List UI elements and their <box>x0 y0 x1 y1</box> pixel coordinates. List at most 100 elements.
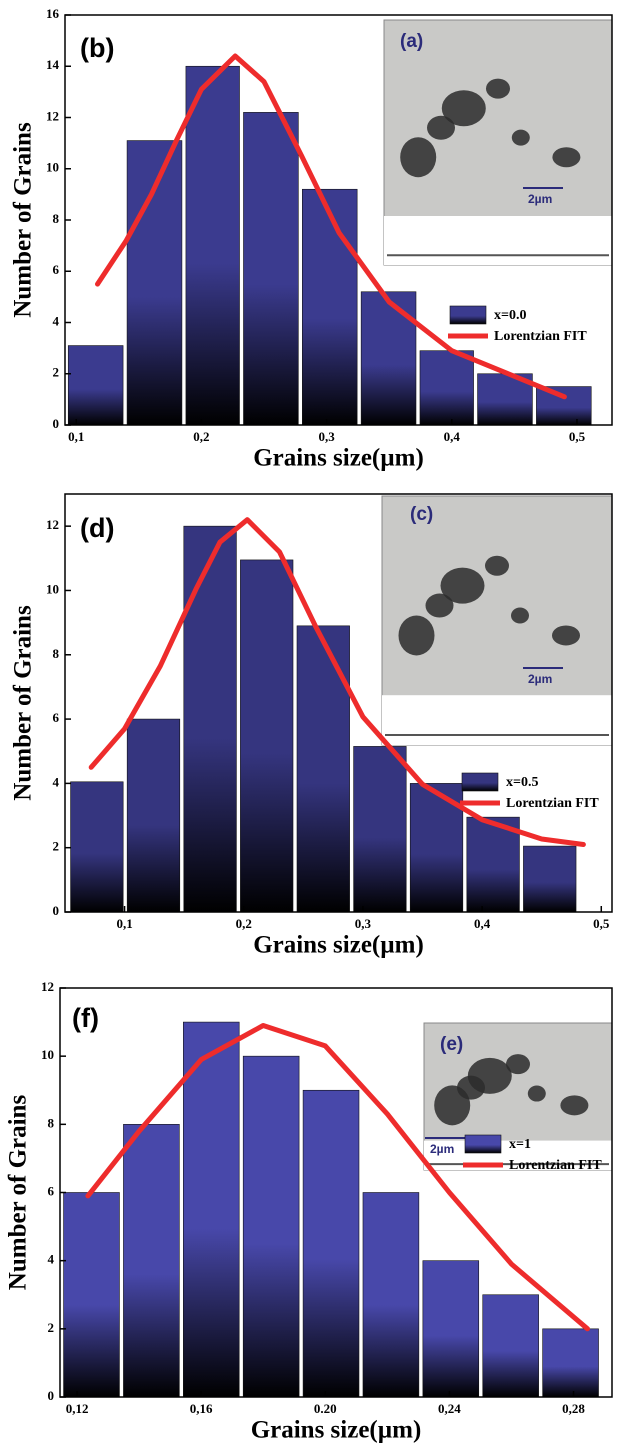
bar <box>63 1192 120 1398</box>
x-tick-label: 0,1 <box>116 916 132 931</box>
y-tick-label: 10 <box>41 1047 54 1062</box>
x-tick-label: 0,1 <box>68 429 84 444</box>
inset-particle <box>511 129 530 146</box>
panel: (a) 2µm 0 2 4 6 8 10 12 14 16 0,1 0,2 0,3 0,4 0,5 Grains… <box>10 6 613 472</box>
bar <box>242 1055 300 1398</box>
legend-label: x=1 <box>509 1137 531 1152</box>
y-tick-label: 16 <box>46 6 60 21</box>
legend-label: x=0.5 <box>506 775 538 790</box>
inset-particle <box>441 90 486 127</box>
y-tick-label: 8 <box>53 646 60 661</box>
x-tick-label: 0,2 <box>193 429 209 444</box>
x-tick-label: 0,16 <box>190 1401 213 1416</box>
x-tick-label: 0,3 <box>355 916 372 931</box>
panel-label: (b) <box>80 33 114 63</box>
x-tick-label: 0,3 <box>318 429 335 444</box>
y-tick-label: 10 <box>46 160 59 175</box>
y-tick-label: 2 <box>53 839 60 854</box>
x-tick-label: 0,4 <box>444 429 461 444</box>
legend-label: Lorentzian FIT <box>506 796 599 811</box>
fit-line <box>95 53 567 400</box>
y-tick-label: 12 <box>41 979 54 994</box>
scale-label: 2µm <box>528 192 552 206</box>
x-tick-label: 0,2 <box>236 916 252 931</box>
y-axis-label: Number of Grains <box>10 605 37 801</box>
fit-line <box>88 517 586 847</box>
x-axis-label: Grains size(µm) <box>251 1417 422 1444</box>
panel: (e) 2µm 0 2 4 6 8 10 12 0,12 0,16 0.20 0,24 0,28 Grain… <box>5 979 613 1444</box>
x-tick-label: 0,28 <box>562 1401 585 1416</box>
inset-particle <box>440 567 485 604</box>
inset-particle <box>560 1095 589 1116</box>
inset-particle <box>485 555 509 576</box>
inset-particle <box>506 1054 530 1075</box>
y-tick-label: 12 <box>46 108 59 123</box>
x-axis-label: Grains size(µm) <box>253 445 424 472</box>
bar <box>185 65 240 426</box>
bar <box>542 1328 599 1398</box>
inset-particle <box>425 593 454 618</box>
y-tick-label: 0 <box>48 1388 55 1403</box>
inset-particle <box>398 615 435 656</box>
bar <box>243 112 299 426</box>
x-tick-label: 0,24 <box>438 1401 461 1416</box>
y-tick-label: 10 <box>46 581 59 596</box>
legend-label: x=0.0 <box>494 308 526 323</box>
inset-particle <box>400 137 437 178</box>
panel: (c) 2µm 0 2 4 6 8 10 12 0,1 0,2 0,3 0,4 0,5 Grains siz… <box>10 493 613 959</box>
y-tick-label: 0 <box>53 416 60 431</box>
bar <box>126 718 181 913</box>
y-tick-label: 8 <box>53 211 60 226</box>
inset-label: (e) <box>440 1034 463 1055</box>
inset-footer <box>384 216 612 265</box>
bar <box>523 845 577 913</box>
bar <box>536 386 592 426</box>
y-tick-label: 2 <box>48 1320 55 1335</box>
y-tick-label: 4 <box>53 774 60 789</box>
y-tick-label: 8 <box>48 1115 55 1130</box>
fit-line <box>85 1023 590 1332</box>
bar <box>183 1021 240 1398</box>
bar <box>240 559 294 913</box>
bar <box>360 291 417 426</box>
bar <box>70 781 124 913</box>
inset-particle <box>486 78 510 99</box>
inset-particle <box>427 115 455 140</box>
legend-label: Lorentzian FIT <box>494 329 587 344</box>
plot-frame <box>64 493 613 913</box>
scale-label: 2µm <box>528 672 552 686</box>
y-axis-label: Number of Grains <box>10 122 37 318</box>
y-tick-label: 14 <box>46 57 60 72</box>
scale-label: 2µm <box>430 1142 454 1156</box>
legend-label: Lorentzian FIT <box>509 1158 602 1173</box>
x-tick-label: 0,5 <box>593 916 610 931</box>
inset-particle <box>434 1085 471 1126</box>
panel-label: (f) <box>72 1003 99 1033</box>
x-tick-label: 0,4 <box>474 916 491 931</box>
inset-label: (a) <box>400 31 423 52</box>
inset-label: (c) <box>410 504 433 525</box>
bar <box>296 625 350 913</box>
y-tick-label: 2 <box>53 365 60 380</box>
bar <box>353 746 407 913</box>
bar <box>302 1089 360 1398</box>
y-tick-label: 12 <box>46 517 59 532</box>
legend-swatch <box>464 1134 502 1154</box>
y-tick-label: 4 <box>53 313 60 328</box>
inset-particle <box>511 607 529 624</box>
inset-particle <box>527 1085 546 1102</box>
x-tick-label: 0,12 <box>66 1401 89 1416</box>
bar <box>123 1124 180 1398</box>
y-tick-label: 6 <box>48 1183 55 1198</box>
inset-footer <box>382 695 612 745</box>
y-tick-label: 4 <box>48 1252 55 1267</box>
panel-label: (d) <box>80 513 114 543</box>
legend-swatch <box>449 305 487 325</box>
bar <box>419 350 474 426</box>
bar <box>482 1294 539 1398</box>
y-tick-label: 0 <box>53 903 60 918</box>
x-tick-label: 0.20 <box>314 1401 337 1416</box>
x-tick-label: 0,5 <box>569 429 586 444</box>
bar <box>362 1192 420 1398</box>
bar <box>183 525 237 913</box>
